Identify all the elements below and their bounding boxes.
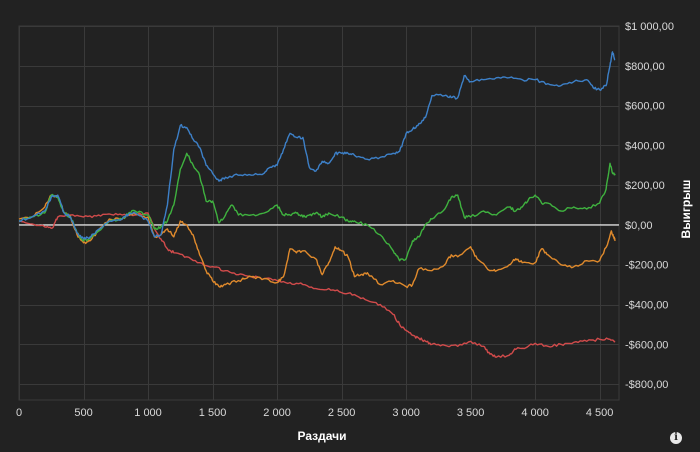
y-tick-label: $600,00 (625, 101, 665, 113)
info-icon[interactable]: i (670, 432, 682, 444)
series-line-1 (18, 212, 616, 358)
x-tick-label: 2 000 (263, 407, 291, 419)
y-tick-label: $400,00 (625, 140, 665, 152)
y-tick-label: $800,00 (625, 61, 665, 73)
series-lines (18, 51, 616, 358)
x-axis-title: Раздачи (298, 429, 347, 443)
y-tick-label: -$800,00 (625, 379, 668, 391)
y-tick-label: $200,00 (625, 180, 665, 192)
y-tick-label: -$600,00 (625, 339, 668, 351)
y-tick-label: $1 000,00 (625, 21, 674, 33)
series-line-2 (18, 194, 616, 289)
y-tick-label: $0,00 (625, 220, 653, 232)
x-tick-label: 4 500 (586, 407, 614, 419)
x-tick-label: 2 500 (328, 407, 356, 419)
y-tick-label: -$400,00 (625, 300, 668, 312)
plot-frame (18, 25, 620, 401)
x-tick-label: 500 (74, 407, 92, 419)
x-tick-label: 1 000 (134, 407, 162, 419)
y-axis-title: Выигрыш (679, 180, 693, 239)
y-tick-labels: $1 000,00 $800,00 $600,00 $400,00 $200,00 $0,… (625, 21, 674, 391)
x-tick-label: 1 500 (199, 407, 227, 419)
grid (18, 25, 620, 401)
x-tick-label: 3 000 (392, 407, 420, 419)
x-tick-label: 0 (16, 407, 22, 419)
series-line-3 (18, 152, 616, 262)
y-tick-label: -$200,00 (625, 260, 668, 272)
series-line-4 (19, 51, 616, 240)
x-tick-label: 4 000 (521, 407, 549, 419)
x-tick-labels: 0 500 1 000 1 500 2 000 2 500 3 000 3 500 4 000 4… (16, 407, 613, 419)
x-tick-label: 3 500 (457, 407, 485, 419)
